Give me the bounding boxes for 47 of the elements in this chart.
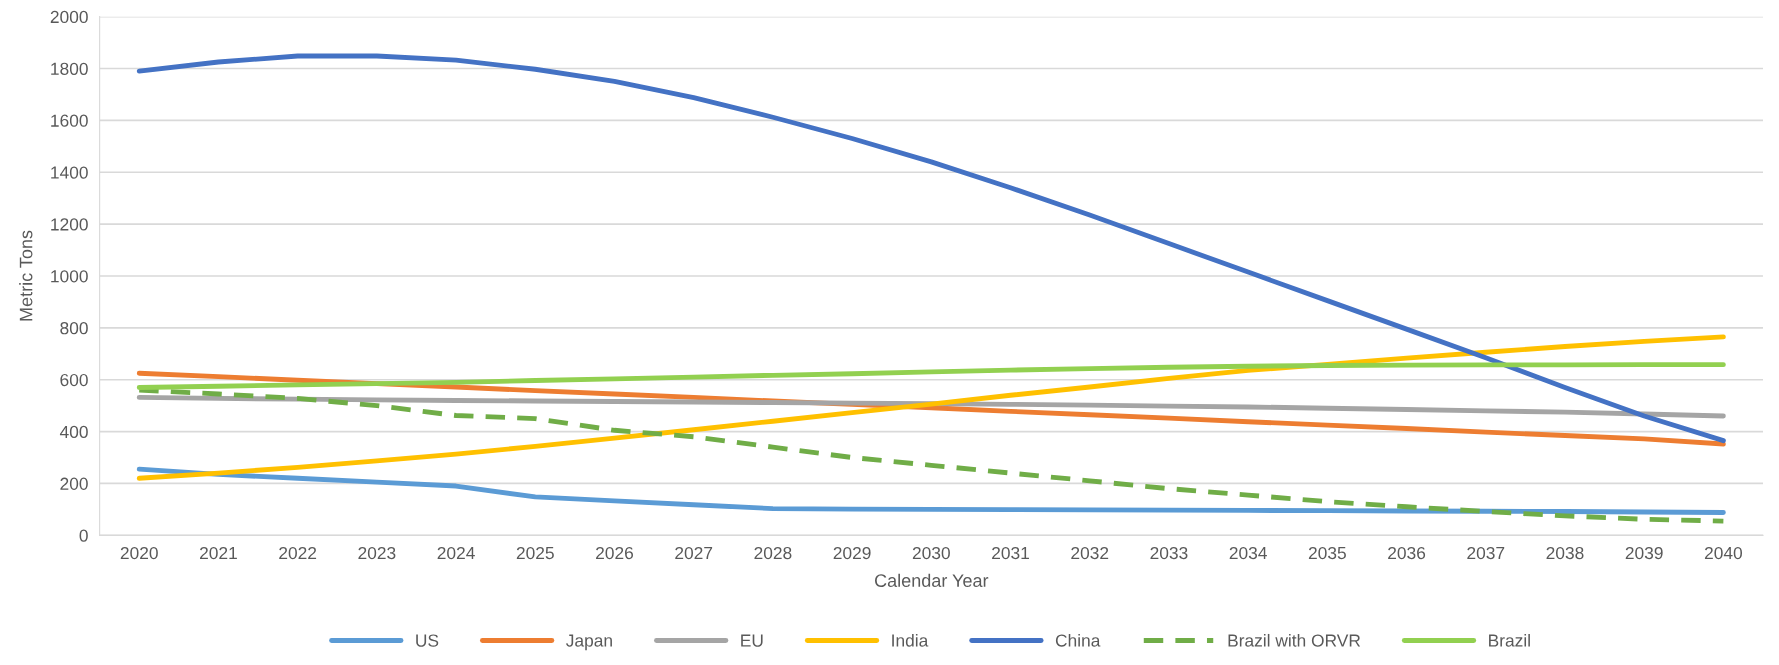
y-tick-label: 0 (79, 529, 88, 542)
x-tick-label: 2036 (1388, 546, 1426, 560)
y-tick-label: 200 (60, 477, 88, 490)
y-tick-label: 800 (60, 322, 88, 335)
y-tick-label: 1800 (51, 62, 88, 75)
legend-label: Brazil (1489, 633, 1530, 647)
x-tick-label: 2033 (1150, 546, 1188, 560)
legend-label: China (1055, 633, 1101, 647)
x-tick-label: 2030 (912, 546, 950, 560)
y-tick-label: 1200 (51, 218, 88, 231)
y-tick-label: 1400 (51, 166, 88, 179)
line-series (136, 53, 1726, 444)
x-tick-label: 2024 (437, 546, 475, 560)
y-tick-label: 400 (59, 425, 88, 439)
x-tick-label: 2034 (1229, 546, 1267, 560)
legend-label: US (416, 634, 439, 647)
x-tick-label: 2027 (675, 546, 713, 560)
legend-label: India (892, 633, 929, 647)
legend-label: Brazil with ORVR (1228, 633, 1361, 647)
x-tick-label: 2039 (1625, 546, 1663, 560)
x-tick-label: 2035 (1308, 546, 1346, 560)
line-series (136, 387, 1726, 524)
x-tick-label: 2038 (1546, 546, 1584, 560)
legend-label: Japan (566, 634, 612, 651)
x-tick-label: 2032 (1071, 546, 1109, 560)
x-tick-label: 2028 (754, 546, 792, 560)
line-series (136, 334, 1726, 481)
y-tick-label: 1600 (51, 114, 88, 127)
x-tick-label: 2031 (992, 546, 1029, 560)
x-tick-label: 2023 (358, 546, 396, 560)
x-tick-label: 2021 (200, 546, 237, 560)
x-tick-label: 2026 (596, 546, 634, 560)
x-tick-label: 2022 (279, 546, 317, 560)
x-tick-label: 2040 (1704, 546, 1743, 560)
line-series (136, 466, 1726, 515)
line-series (136, 362, 1726, 390)
y-tick-label: 1000 (51, 270, 88, 283)
legend-label: EU (741, 634, 763, 647)
line-series (136, 394, 1726, 419)
y-tick-label: 2000 (50, 10, 88, 24)
x-tick-label: 2037 (1467, 546, 1505, 560)
x-tick-label: 2020 (120, 546, 158, 560)
x-tick-label: 2025 (516, 546, 554, 560)
x-tick-label: 2029 (833, 546, 871, 560)
x-axis-title: Calendar Year (875, 573, 989, 587)
y-tick-label: 600 (60, 373, 88, 387)
y-axis-title: Metric Tons (19, 230, 33, 321)
